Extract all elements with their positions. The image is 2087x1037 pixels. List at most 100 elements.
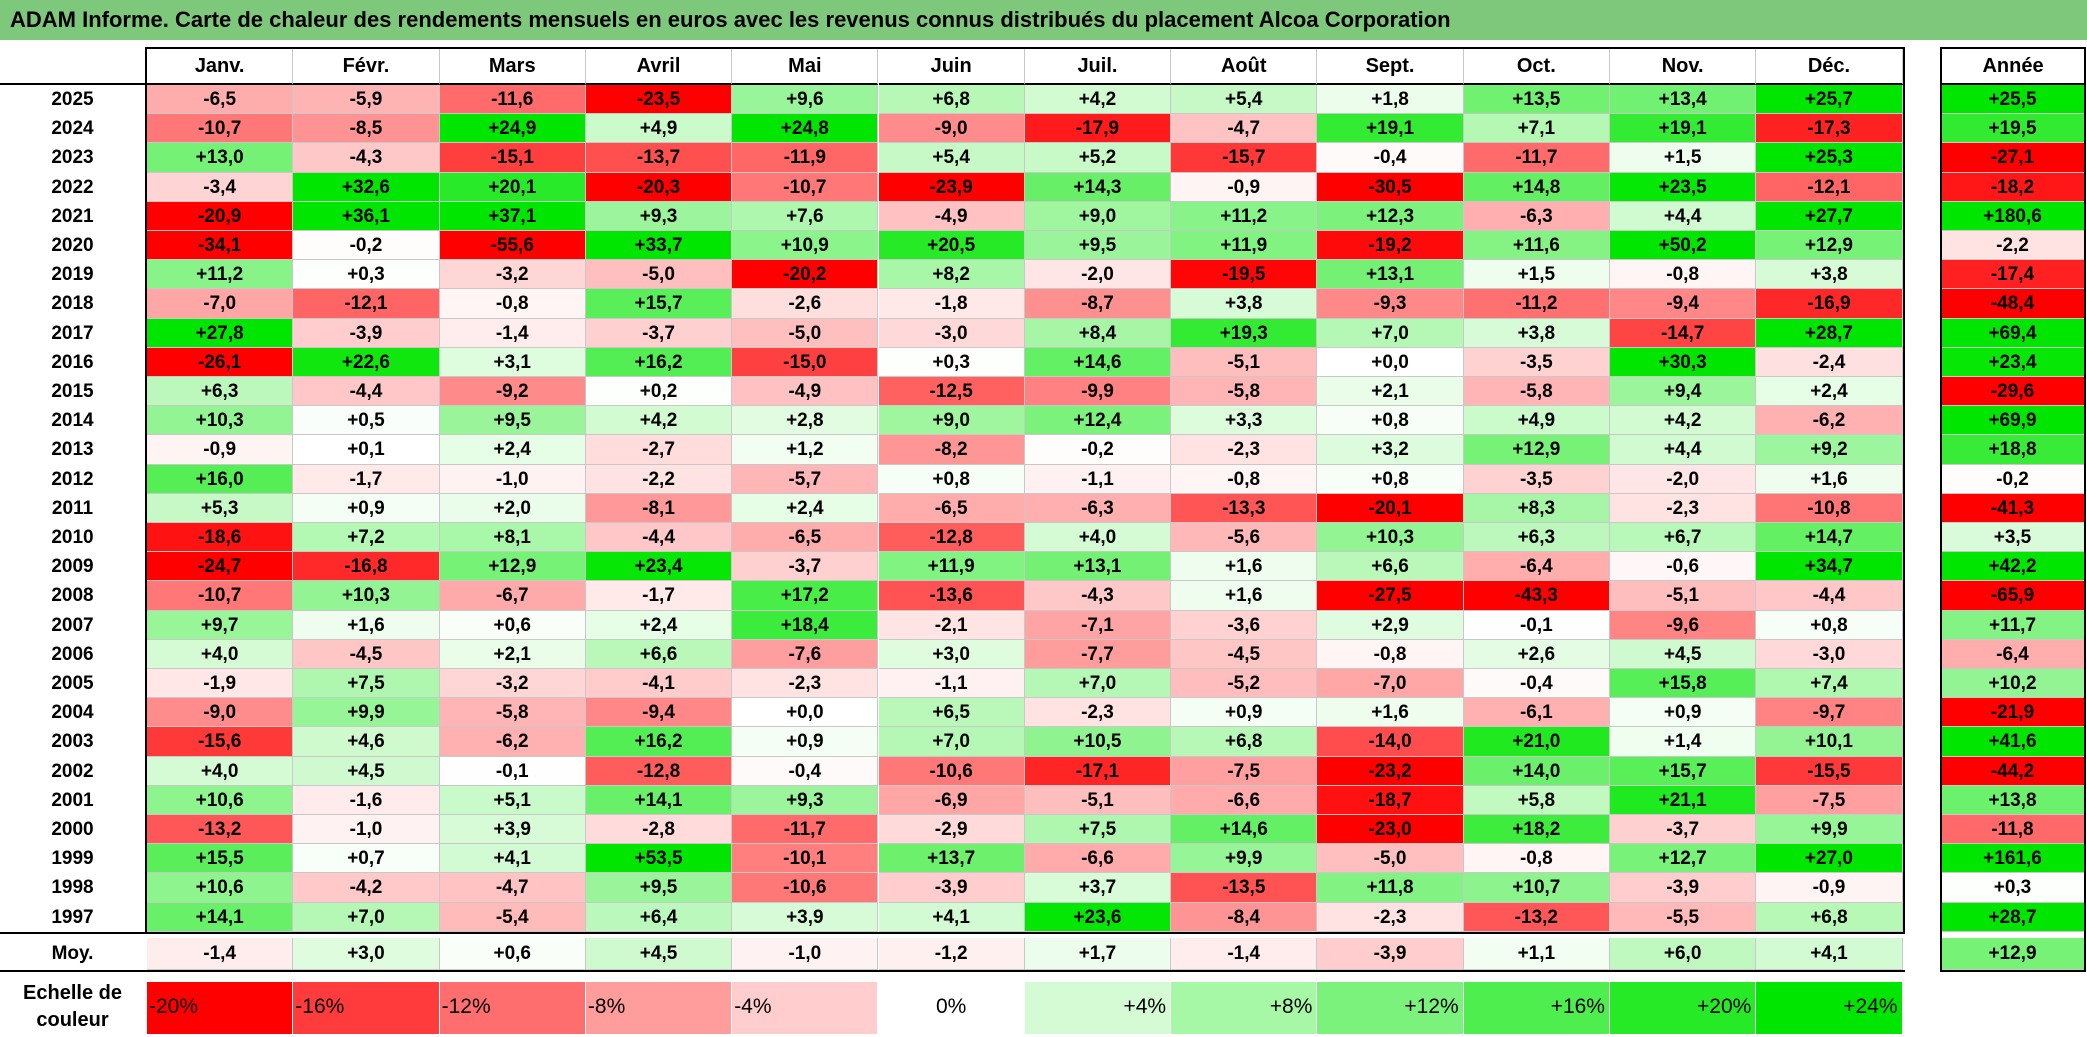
heatmap-cell: -2,3: [1610, 493, 1757, 523]
heatmap-cell: +13,5: [1463, 85, 1610, 115]
heatmap-cell: +4,4: [1610, 435, 1757, 465]
heatmap-cell: -7,0: [1317, 669, 1464, 699]
heatmap-cell: +4,1: [878, 902, 1025, 932]
heatmap-cell: -2,4: [1756, 347, 1903, 377]
row-label: 2021: [51, 205, 94, 227]
heatmap-cell: -0,8: [1317, 639, 1464, 669]
heatmap-cell: -17,3: [1756, 114, 1903, 144]
heatmap-cell: +12,9: [439, 552, 586, 582]
heatmap-cell: +7,0: [293, 902, 440, 932]
column-header: Août: [1171, 47, 1318, 85]
year-cell: +19,5: [1940, 114, 2086, 144]
heatmap-cell: +3,8: [1463, 318, 1610, 348]
heatmap-cell: +9,3: [732, 785, 879, 815]
heatmap-cell: +3,1: [439, 347, 586, 377]
year-cell: -29,6: [1940, 377, 2086, 407]
heatmap-cell: +34,7: [1756, 552, 1903, 582]
heatmap-cell: -23,2: [1317, 756, 1464, 786]
heatmap-cell: +19,3: [1171, 318, 1318, 348]
heatmap-cell: +22,6: [293, 347, 440, 377]
average-row-label: Moy.: [51, 942, 94, 964]
heatmap-cell: -18,7: [1317, 785, 1464, 815]
heatmap-cell: -1,6: [293, 785, 440, 815]
heatmap-cell: +4,0: [147, 756, 294, 786]
heatmap-cell: +13,0: [147, 143, 294, 173]
heatmap-cell: -6,6: [1171, 785, 1318, 815]
year-cell: -11,8: [1940, 815, 2086, 845]
heatmap-cell: +4,6: [293, 727, 440, 757]
heatmap-cell: +6,3: [147, 377, 294, 407]
heatmap-cell: +19,1: [1610, 114, 1757, 144]
heatmap-cell: -19,2: [1317, 231, 1464, 261]
heatmap-cell: +9,0: [878, 406, 1025, 436]
heatmap-cell: +6,6: [585, 639, 733, 669]
heatmap-cell: +13,1: [1317, 260, 1464, 290]
heatmap-cell: +0,7: [293, 844, 440, 874]
column-header: Oct.: [1463, 47, 1610, 85]
heatmap-cell: +33,7: [585, 231, 733, 261]
row-label: 2018: [51, 293, 94, 315]
year-cell: +180,6: [1940, 201, 2086, 231]
heatmap-cell: -0,4: [1317, 143, 1464, 173]
heatmap-cell: -27,5: [1317, 581, 1464, 611]
heatmap-cell: +11,9: [878, 552, 1025, 582]
year-cell: +42,2: [1940, 552, 2086, 582]
average-cell: +4,5: [585, 937, 733, 970]
heatmap-cell: +11,8: [1317, 873, 1464, 903]
heatmap-cell: +7,6: [732, 201, 879, 231]
heatmap-cell: -9,6: [1610, 610, 1757, 640]
heatmap-cell: +17,2: [732, 581, 879, 611]
heatmap-cell: -6,5: [878, 493, 1025, 523]
heatmap-cell: -20,2: [732, 260, 879, 290]
heatmap-cell: +23,6: [1024, 902, 1172, 932]
heatmap-cell: -6,3: [1463, 201, 1610, 231]
heatmap-cell: +8,4: [1024, 318, 1172, 348]
row-label: 2002: [51, 760, 94, 782]
column-header: Juil.: [1024, 47, 1172, 85]
heatmap-cell: -10,6: [878, 756, 1025, 786]
color-scale-step: +16%: [1463, 982, 1610, 1034]
heatmap-cell: +4,4: [1610, 201, 1757, 231]
heatmap-cell: +23,5: [1610, 172, 1757, 202]
column-header: Janv.: [147, 47, 294, 85]
heatmap-cell: -10,7: [732, 172, 879, 202]
heatmap-cell: +12,7: [1610, 844, 1757, 874]
heatmap-cell: +32,6: [293, 172, 440, 202]
heatmap-cell: -8,1: [585, 493, 733, 523]
heatmap-cell: -9,3: [1317, 289, 1464, 319]
heatmap-cell: -13,7: [585, 143, 733, 173]
heatmap-cell: -2,3: [1317, 902, 1464, 932]
color-scale-step: +20%: [1610, 982, 1757, 1034]
heatmap-cell: +7,0: [1317, 318, 1464, 348]
average-cell: -1,4: [147, 937, 294, 970]
year-cell: -41,3: [1940, 493, 2086, 523]
year-cell: -27,1: [1940, 143, 2086, 173]
heatmap-cell: -8,5: [293, 114, 440, 144]
column-header: Juin: [878, 47, 1025, 85]
heatmap-cell: +8,2: [878, 260, 1025, 290]
heatmap-cell: -4,3: [1024, 581, 1172, 611]
heatmap-cell: +9,9: [293, 698, 440, 728]
row-label: 2019: [51, 264, 94, 286]
average-cell: -1,0: [732, 937, 879, 970]
heatmap-cell: -3,0: [878, 318, 1025, 348]
average-cell: +4,1: [1756, 937, 1903, 970]
heatmap-cell: -2,3: [1024, 698, 1172, 728]
column-header: Nov.: [1610, 47, 1757, 85]
average-cell: -3,9: [1317, 937, 1464, 970]
row-label: 2022: [51, 176, 94, 198]
heatmap-cell: +5,1: [439, 785, 586, 815]
heatmap-cell: +6,7: [1610, 523, 1757, 553]
heatmap-cell: +7,5: [293, 669, 440, 699]
heatmap-cell: +27,8: [147, 318, 294, 348]
heatmap-cell: -5,4: [439, 902, 586, 932]
row-label: 2014: [51, 410, 94, 432]
heatmap-cell: -6,7: [439, 581, 586, 611]
heatmap-cell: -5,7: [732, 464, 879, 494]
heatmap-cell: -10,6: [732, 873, 879, 903]
heatmap-cell: -2,1: [878, 610, 1025, 640]
heatmap-cell: +0,3: [878, 347, 1025, 377]
heatmap-cell: -2,7: [585, 435, 733, 465]
heatmap-cell: -13,2: [1463, 902, 1610, 932]
heatmap-cell: -7,5: [1171, 756, 1318, 786]
